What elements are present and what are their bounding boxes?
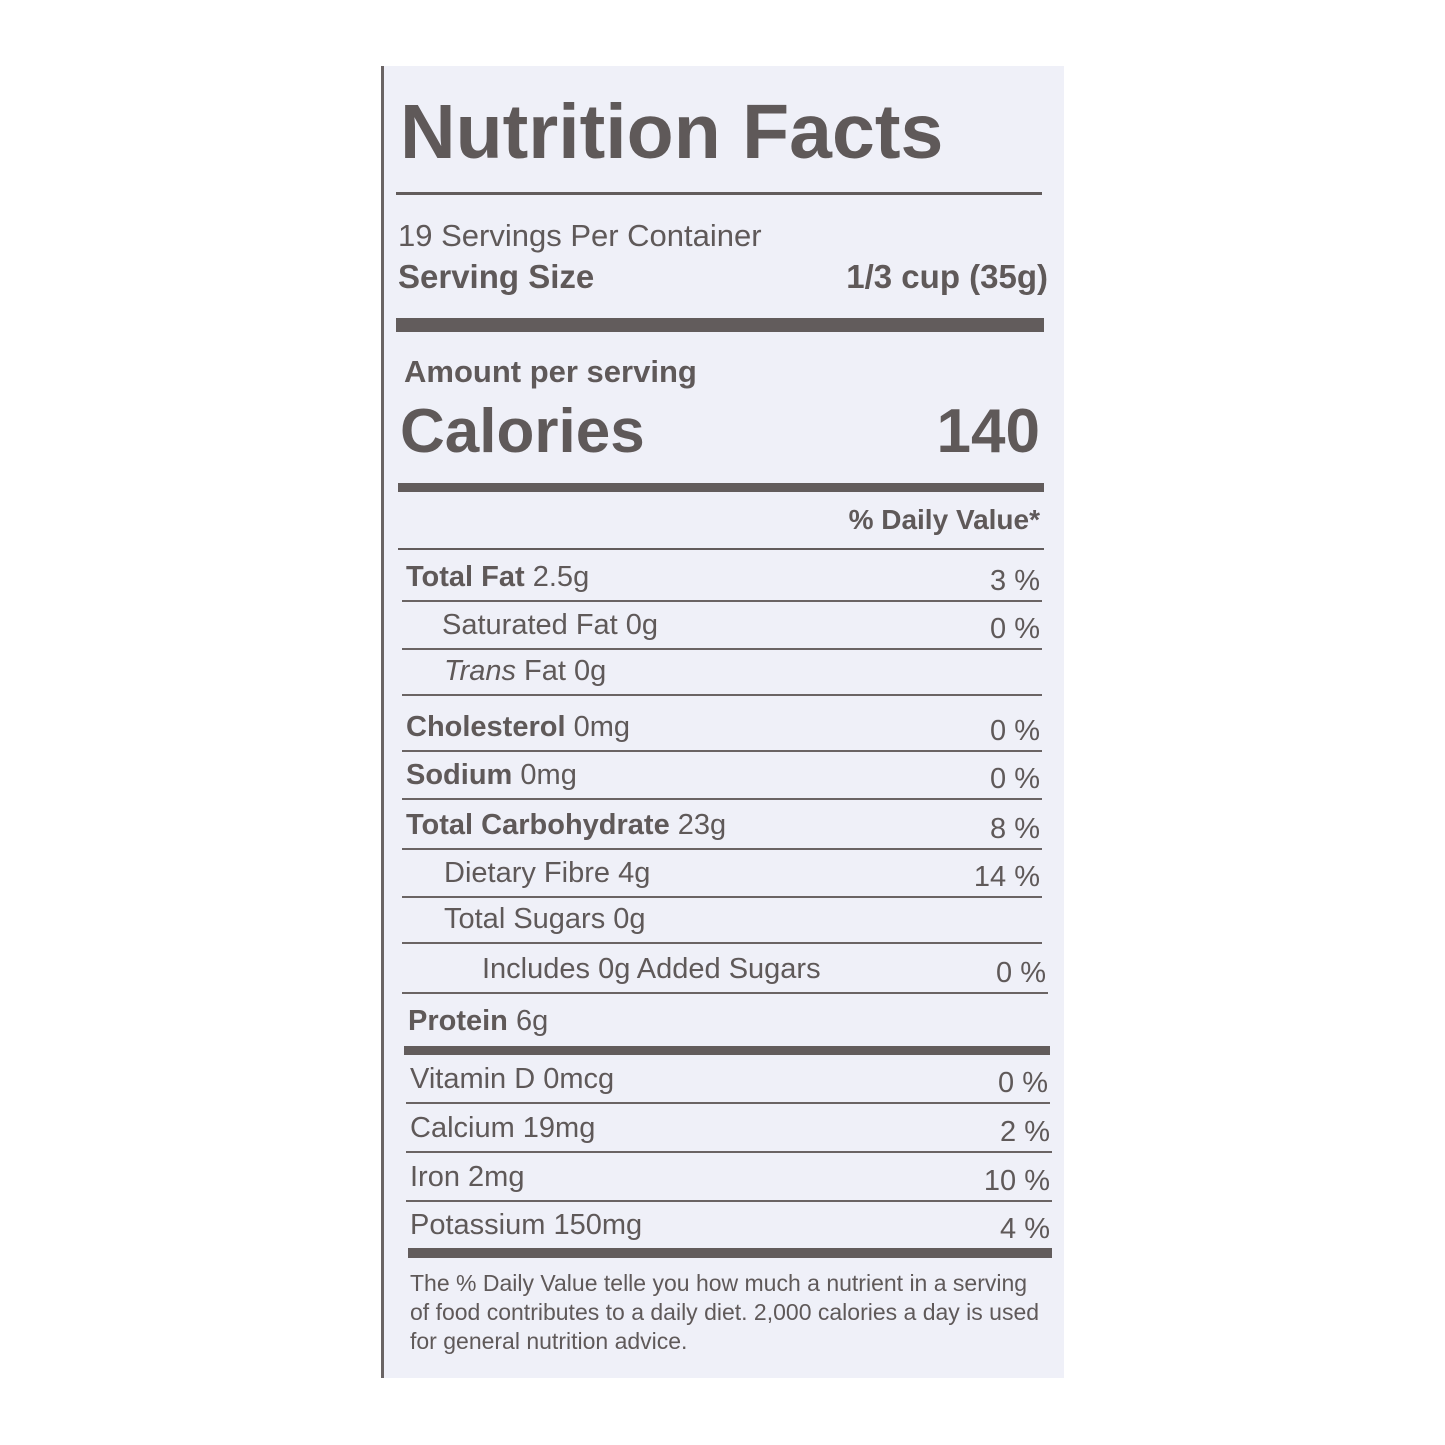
nutrient-name: Total Sugars [444,903,606,935]
divider [396,192,1042,195]
vitamin-dv: 4 % [1000,1213,1050,1245]
nutrient-row-total-sugars: Total Sugars 0g [402,896,1042,944]
vitamin-dv: 0 % [998,1067,1048,1099]
nutrient-name: Trans [444,655,516,687]
calories-label: Calories [400,397,645,466]
nutrient-row-sodium: Sodium 0mg 0 % [402,752,1042,800]
nutrient-name: Total Carbohydrate [406,809,670,841]
nutrient-row-trans-fat: Trans Fat 0g [402,648,1042,696]
nutrient-name: Dietary Fibre [444,857,610,889]
nutrient-row-protein: Protein 6g [402,998,1042,1044]
serving-size-label: Serving Size [398,258,595,295]
nutrient-dv: 0 % [990,613,1040,645]
nutrient-name: Cholesterol [406,711,566,743]
nutrient-amount: 6g [515,1005,549,1037]
thick-divider [398,483,1044,492]
vitamin-row-calcium: Calcium 19mg 2 % [406,1105,1052,1153]
nutrient-dv: 8 % [990,813,1040,845]
nutrient-amount: 0g [613,903,646,935]
vitamin-row-vitamin-d: Vitamin D 0mcg 0 % [406,1056,1050,1104]
nutrient-amount: 2.5g [532,561,590,593]
nutrient-amount: 23g [677,809,727,841]
label-title: Nutrition Facts [400,89,944,175]
nutrient-name: Sodium [406,759,513,791]
footnote: The % Daily Value telle you how much a n… [410,1270,1040,1354]
nutrient-dv: 0 % [990,763,1040,795]
vitamin-dv: 2 % [1000,1116,1050,1148]
nutrient-amount: 0mg [573,711,631,743]
nutrient-row-total-carbohydrate: Total Carbohydrate 23g 8 % [402,802,1042,850]
vitamin-row-iron: Iron 2mg 10 % [406,1154,1052,1202]
servings-per-container: 19 Servings Per Container [398,218,762,253]
nutrient-dv: 3 % [990,565,1040,597]
nutrient-row-cholesterol: Cholesterol 0mg 0 % [402,702,1042,752]
vitamin-name: Calcium 19mg [410,1112,596,1144]
nutrient-name: Total Fat [406,561,525,593]
vitamin-name: Iron 2mg [410,1161,525,1193]
nutrient-amount: Fat 0g [524,655,607,687]
nutrient-name: Saturated Fat [442,609,618,641]
nutrient-amount: 4g [618,857,651,889]
nutrient-row-saturated-fat: Saturated Fat 0g 0 % [402,602,1042,650]
nutrient-amount: 0mg [520,759,577,791]
nutrient-amount: 0g [625,609,659,641]
calories-value: 140 [936,397,1040,466]
vitamin-name: Vitamin D 0mcg [410,1063,615,1095]
amount-per-serving: Amount per serving [404,354,697,389]
nutrient-dv: 14 % [973,861,1040,893]
nutrient-dv: 0 % [996,957,1046,989]
daily-value-header: % Daily Value* [848,504,1040,535]
nutrient-row-dietary-fibre: Dietary Fibre 4g 14 % [402,850,1042,898]
vitamin-row-potassium: Potassium 150mg 4 % [406,1202,1052,1248]
nutrient-name: Protein [408,1005,508,1037]
thick-divider [396,318,1044,332]
serving-size-value: 1/3 cup (35g) [846,258,1048,295]
nutrient-name: Includes 0g Added Sugars [482,953,821,985]
divider [398,548,1044,550]
vitamin-name: Potassium 150mg [410,1209,643,1241]
nutrient-dv: 0 % [990,715,1040,747]
nutrient-row-total-fat: Total Fat 2.5g 3 % [402,554,1042,602]
vitamin-dv: 10 % [983,1165,1050,1197]
nutrition-facts-label: Nutrition Facts 19 Servings Per Containe… [381,66,1064,1378]
thick-divider [404,1046,1050,1055]
nutrient-row-added-sugars: Includes 0g Added Sugars 0 % [402,946,1048,994]
thick-divider [408,1248,1052,1258]
